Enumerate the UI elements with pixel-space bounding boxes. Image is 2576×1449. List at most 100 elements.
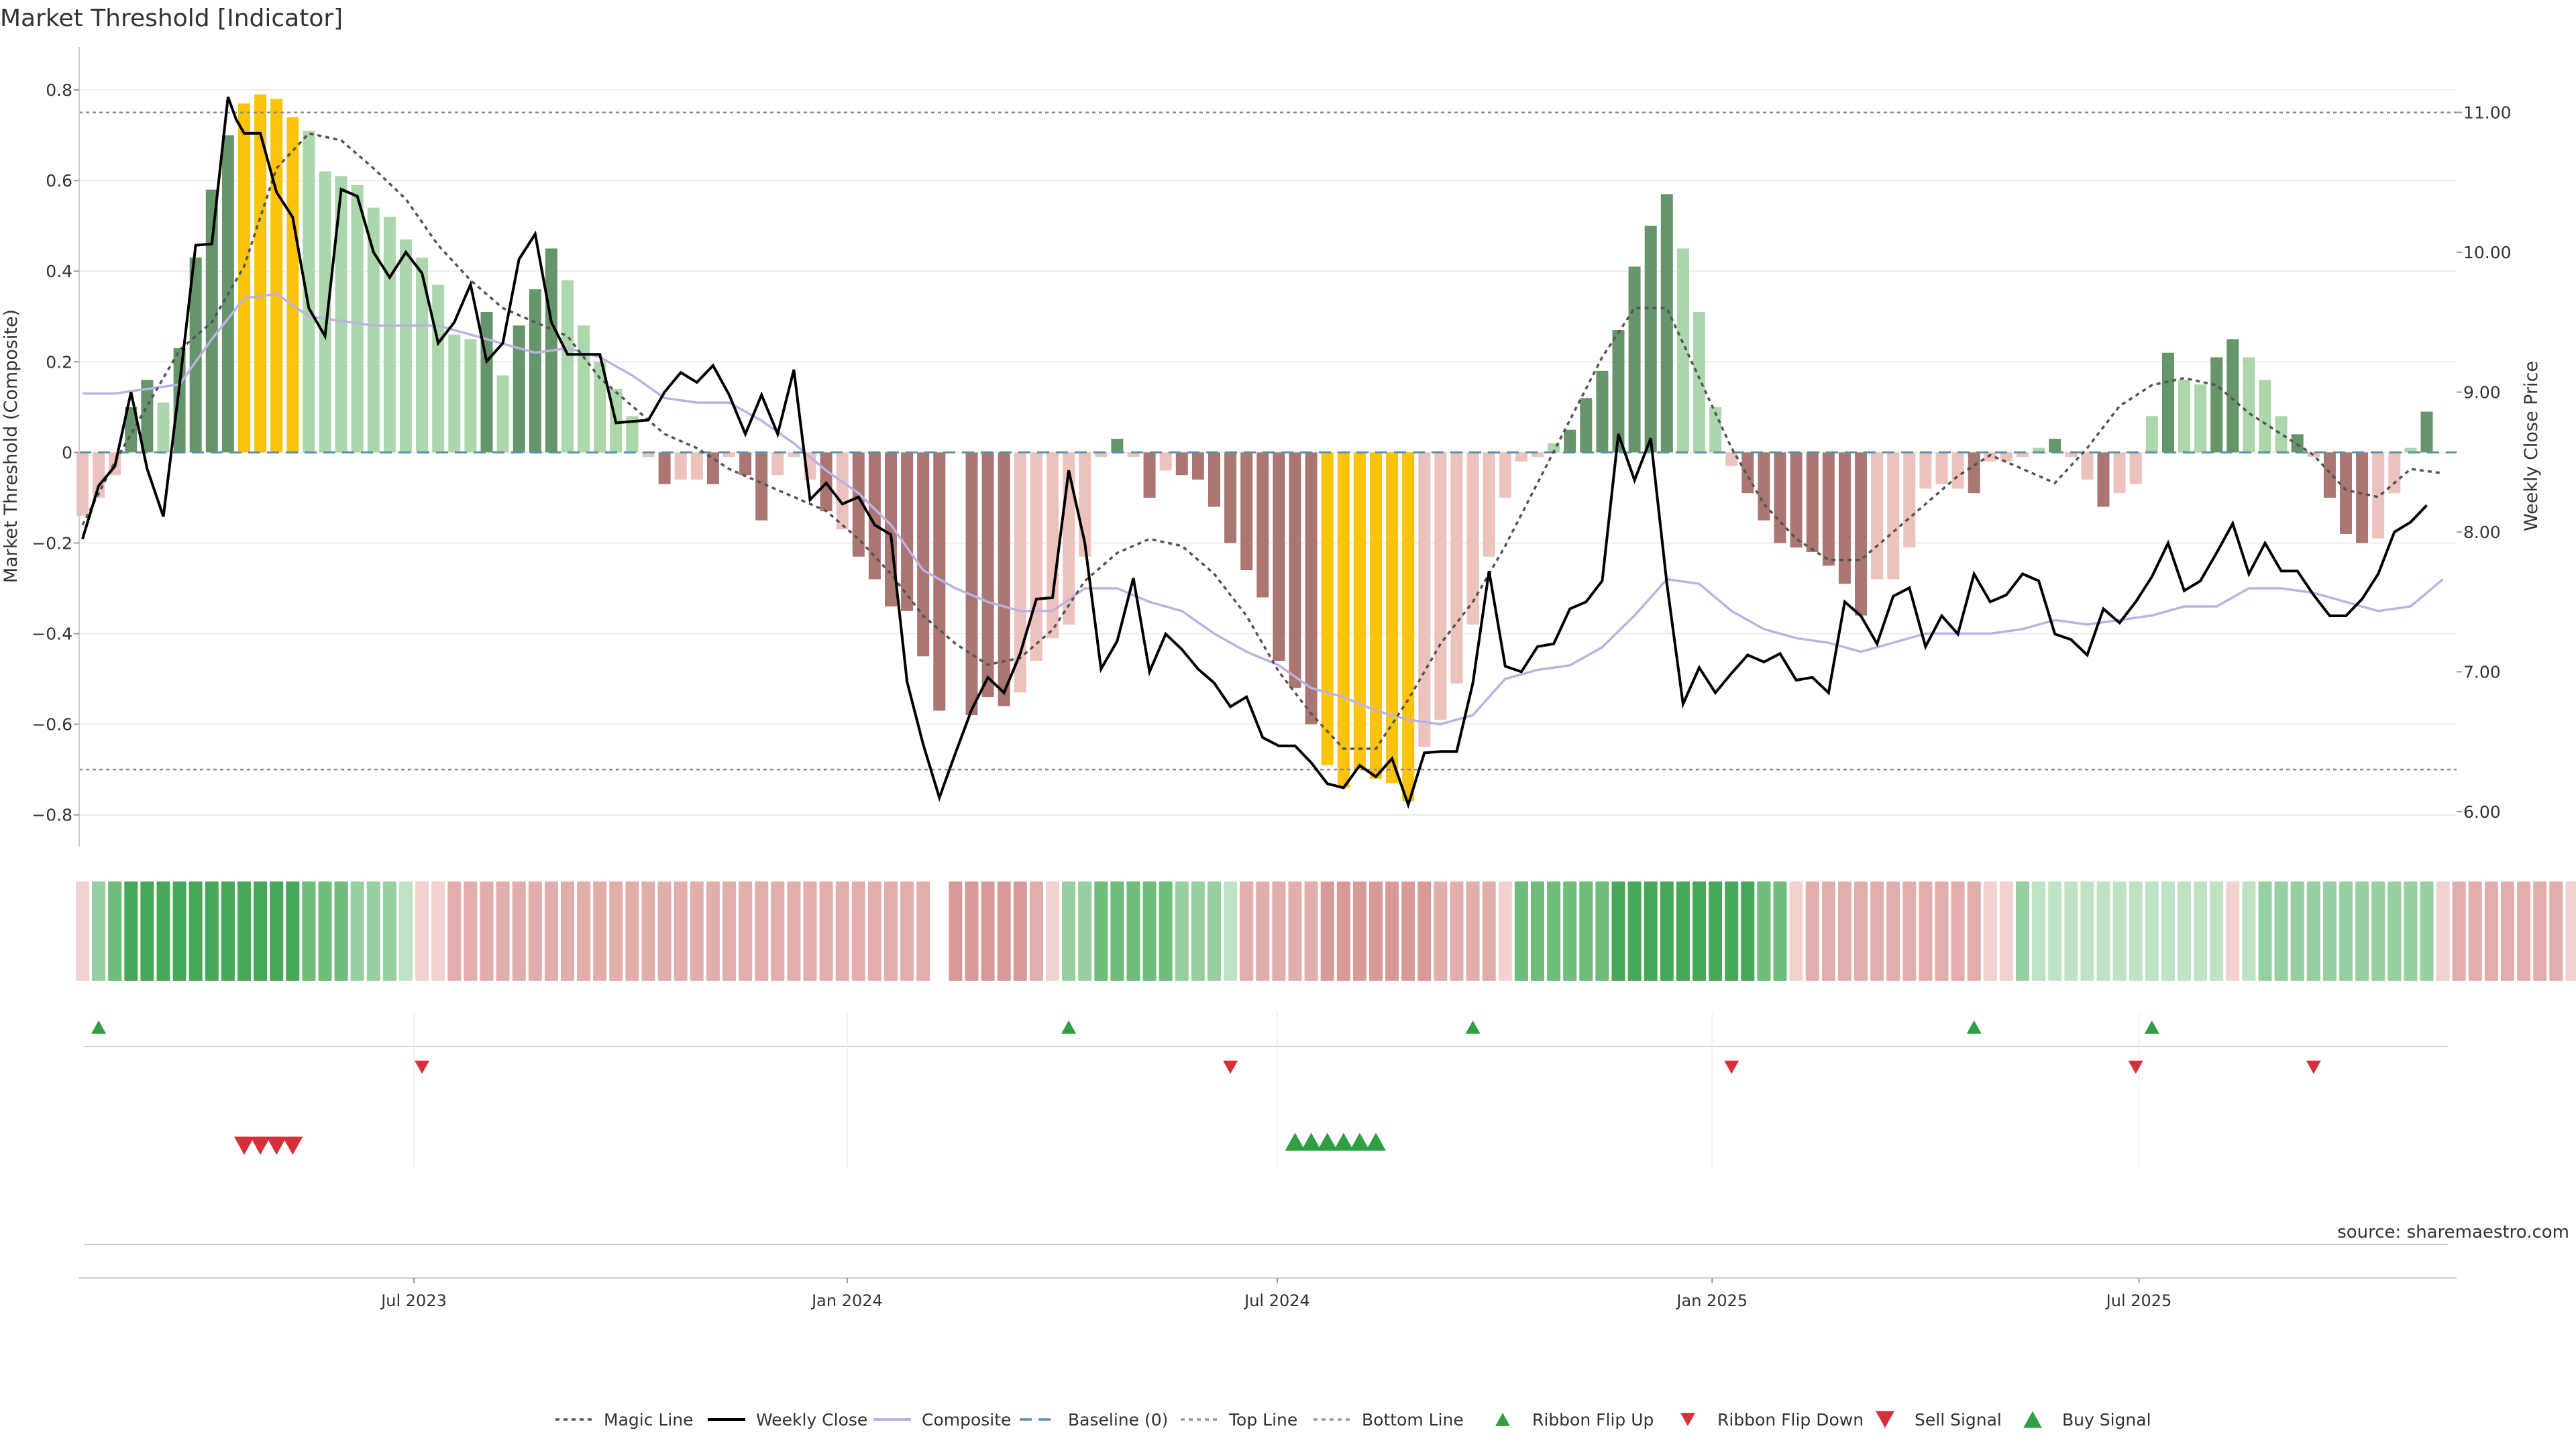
ribbon-cell	[2161, 881, 2175, 981]
y-tick-label: −0.4	[32, 625, 72, 644]
ribbon-cell	[1029, 881, 1043, 981]
ribbon-cell	[399, 881, 413, 981]
composite-bar	[1515, 452, 1527, 462]
legend: Magic Line Weekly Close Composite Baseline …	[555, 1410, 2151, 1430]
composite-bar	[1175, 452, 1188, 476]
ribbon-flip-up-marker	[1061, 1020, 1077, 1034]
ribbon-cell	[2064, 881, 2078, 981]
ribbon-cell	[1352, 881, 1366, 981]
composite-bar	[1208, 452, 1220, 507]
composite-bar	[755, 452, 768, 521]
ribbon-cell	[1967, 881, 1981, 981]
ribbon-cell	[851, 881, 865, 981]
ribbon-cell	[561, 881, 574, 981]
axes-layer: 0.8 0.6 0.4 0.2 0 −0.2 −0.4 −0.6 −0.8 11.00 10.00 9…	[32, 47, 2512, 847]
ribbon-cell	[1078, 881, 1092, 981]
legend-label: Weekly Close	[756, 1410, 867, 1430]
y2-axis-label: Weekly Close Price	[2521, 361, 2542, 531]
ribbon-cell	[1741, 881, 1755, 981]
ribbon-cell	[528, 881, 542, 981]
ribbon-cell	[1757, 881, 1771, 981]
ribbon-cell	[1709, 881, 1723, 981]
composite-bar	[1935, 452, 1948, 484]
ribbon-cell	[1062, 881, 1076, 981]
ribbon-cell	[172, 881, 186, 981]
ribbon-cell	[431, 881, 445, 981]
ribbon-cell	[1224, 881, 1238, 981]
composite-bar	[416, 257, 429, 453]
ribbon-cell	[1644, 881, 1658, 981]
composite-bar	[2017, 452, 2029, 458]
ribbon-layer	[76, 881, 2576, 981]
composite-bar	[2259, 380, 2271, 453]
ribbon-cell	[1693, 881, 1706, 981]
composite-bar	[723, 452, 735, 458]
buy-signal-marker	[1366, 1132, 1386, 1151]
composite-bar	[690, 452, 703, 480]
composite-bar	[594, 362, 606, 453]
ribbon-cell	[965, 881, 979, 981]
composite-bar	[658, 452, 671, 484]
ribbon-cell	[593, 881, 607, 981]
composite-bar	[561, 280, 574, 453]
ribbon-cell	[2194, 881, 2208, 981]
ribbon-cell	[1514, 881, 1528, 981]
legend-swatch	[1876, 1411, 1894, 1428]
composite-bar	[1353, 452, 1366, 770]
ribbon-cell	[366, 881, 380, 981]
ribbon-cell	[2484, 881, 2498, 981]
composite-bar	[1660, 194, 1673, 453]
ribbon-cell	[302, 881, 316, 981]
legend-item: Composite	[873, 1410, 1011, 1430]
composite-bar	[1240, 452, 1253, 570]
ribbon-cell	[819, 881, 833, 981]
ribbon-cell	[1951, 881, 1965, 981]
ribbon-cell	[803, 881, 817, 981]
y2-tick-label: 6.00	[2463, 802, 2501, 822]
composite-bar	[739, 452, 752, 476]
legend-item: Bottom Line	[1313, 1410, 1464, 1430]
composite-bar	[771, 452, 784, 476]
legend-label: Ribbon Flip Down	[1717, 1410, 1864, 1430]
ribbon-cell	[1110, 881, 1124, 981]
ribbon-cell	[1854, 881, 1868, 981]
ribbon-cell	[270, 881, 284, 981]
y-tick-label: 0.4	[46, 262, 72, 281]
composite-bar	[901, 452, 914, 611]
composite-bar	[1903, 452, 1916, 548]
composite-bar	[1984, 452, 1996, 462]
composite-bar	[367, 207, 380, 453]
composite-bar	[2323, 452, 2336, 498]
ribbon-cell	[1579, 881, 1593, 981]
buy-signal-marker	[1301, 1132, 1322, 1151]
weekly-close-line	[81, 96, 2428, 809]
ribbon-cell	[787, 881, 801, 981]
ribbon-cell	[1175, 881, 1189, 981]
ribbon-cell	[1013, 881, 1027, 981]
ribbon-cell	[771, 881, 785, 981]
ribbon-cell	[835, 881, 849, 981]
ribbon-cell	[1821, 881, 1835, 981]
y-tick-label: 0.8	[46, 80, 72, 100]
ribbon-cell	[2371, 881, 2385, 981]
composite-bar	[1628, 266, 1641, 453]
composite-bar	[981, 452, 994, 698]
composite-bar	[383, 217, 396, 453]
ribbon-cell	[1240, 881, 1254, 981]
ribbon-cell	[2145, 881, 2159, 981]
composite-bar	[1450, 452, 1463, 684]
composite-bar	[998, 452, 1010, 706]
ribbon-cell	[1935, 881, 1949, 981]
composite-bar	[1968, 452, 1980, 494]
ribbon-cell	[1837, 881, 1851, 981]
composite-bar	[157, 402, 170, 453]
ribbon-cell	[2032, 881, 2046, 981]
ribbon-cell	[884, 881, 898, 981]
legend-item: Top Line	[1181, 1410, 1297, 1430]
ribbon-cell	[1595, 881, 1609, 981]
composite-bar	[400, 239, 412, 453]
composite-bar	[2178, 380, 2190, 453]
composite-bar	[2081, 452, 2094, 480]
legend-swatch	[1680, 1413, 1695, 1426]
ribbon-cell	[1142, 881, 1157, 981]
